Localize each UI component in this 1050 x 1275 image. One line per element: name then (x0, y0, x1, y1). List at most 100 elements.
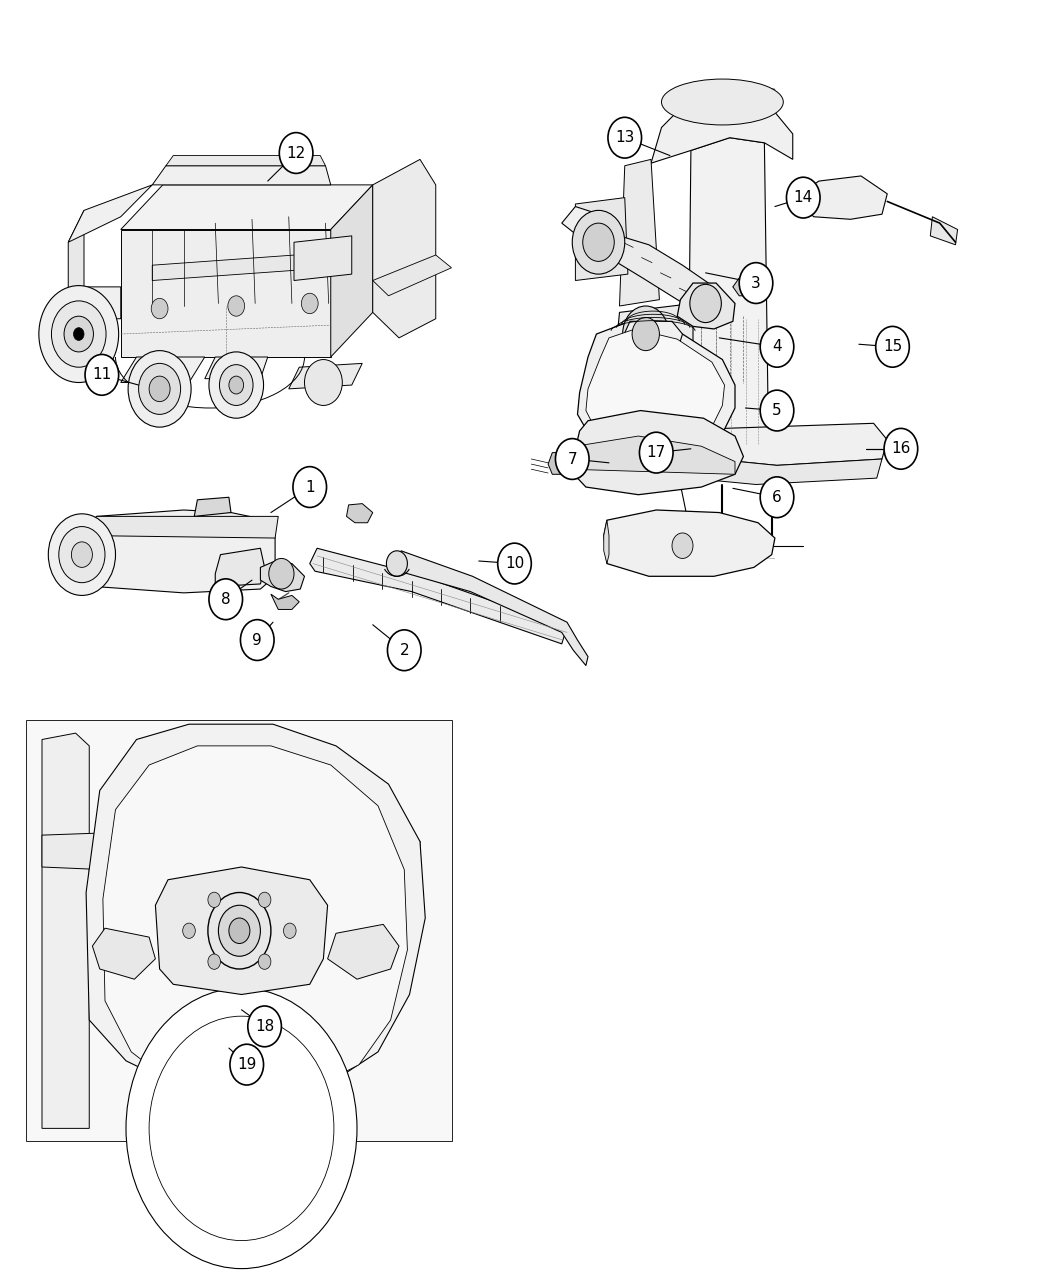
Polygon shape (68, 287, 121, 319)
Polygon shape (26, 720, 451, 1141)
Polygon shape (562, 207, 619, 245)
Text: 14: 14 (794, 190, 813, 205)
Polygon shape (79, 510, 275, 593)
Polygon shape (649, 453, 882, 484)
Text: 2: 2 (399, 643, 410, 658)
Circle shape (623, 306, 669, 362)
Circle shape (293, 467, 327, 507)
Text: 4: 4 (772, 339, 782, 354)
Circle shape (555, 439, 589, 479)
Polygon shape (260, 561, 304, 592)
Circle shape (572, 210, 625, 274)
Polygon shape (68, 185, 152, 242)
Polygon shape (86, 724, 425, 1099)
Circle shape (183, 923, 195, 938)
Polygon shape (567, 436, 735, 474)
Circle shape (126, 988, 357, 1269)
Circle shape (39, 286, 119, 382)
Circle shape (128, 351, 191, 427)
Circle shape (209, 352, 264, 418)
Polygon shape (121, 357, 205, 382)
Text: 8: 8 (220, 592, 231, 607)
Circle shape (208, 892, 220, 908)
Polygon shape (586, 329, 724, 446)
Text: 1: 1 (304, 479, 315, 495)
Polygon shape (651, 92, 793, 163)
Text: 19: 19 (237, 1057, 256, 1072)
Polygon shape (793, 176, 887, 219)
Polygon shape (328, 924, 399, 979)
Polygon shape (733, 278, 754, 296)
Polygon shape (103, 746, 407, 1099)
Circle shape (85, 354, 119, 395)
Polygon shape (604, 520, 609, 564)
Text: 17: 17 (647, 445, 666, 460)
Circle shape (48, 514, 116, 595)
Polygon shape (588, 230, 716, 316)
Circle shape (672, 533, 693, 558)
Text: 5: 5 (772, 403, 782, 418)
Polygon shape (21, 714, 462, 1148)
Circle shape (498, 543, 531, 584)
Circle shape (230, 1044, 264, 1085)
Text: 12: 12 (287, 145, 306, 161)
Circle shape (64, 316, 93, 352)
Polygon shape (331, 185, 373, 357)
Polygon shape (310, 548, 567, 644)
Polygon shape (604, 510, 775, 576)
Circle shape (876, 326, 909, 367)
Circle shape (139, 363, 181, 414)
Circle shape (151, 298, 168, 319)
Polygon shape (205, 357, 268, 379)
Polygon shape (614, 303, 693, 367)
Circle shape (387, 630, 421, 671)
Circle shape (786, 177, 820, 218)
Circle shape (71, 542, 92, 567)
Circle shape (304, 360, 342, 405)
Circle shape (51, 301, 106, 367)
Circle shape (208, 954, 220, 969)
Polygon shape (194, 497, 231, 516)
Ellipse shape (662, 79, 783, 125)
Circle shape (279, 133, 313, 173)
Polygon shape (373, 255, 452, 296)
Polygon shape (569, 411, 743, 495)
Text: 9: 9 (252, 632, 262, 648)
Polygon shape (215, 548, 265, 586)
Polygon shape (152, 166, 331, 185)
Circle shape (760, 477, 794, 518)
Circle shape (248, 1006, 281, 1047)
Polygon shape (649, 423, 887, 465)
Circle shape (632, 317, 659, 351)
Polygon shape (688, 138, 769, 449)
Polygon shape (578, 321, 735, 453)
Polygon shape (677, 283, 735, 329)
Circle shape (269, 558, 294, 589)
Text: 11: 11 (92, 367, 111, 382)
Circle shape (229, 376, 244, 394)
Circle shape (208, 892, 271, 969)
Circle shape (386, 551, 407, 576)
Circle shape (240, 620, 274, 660)
Polygon shape (68, 210, 84, 319)
Circle shape (739, 263, 773, 303)
Circle shape (608, 117, 642, 158)
Polygon shape (930, 217, 958, 245)
Polygon shape (92, 928, 155, 979)
Circle shape (219, 365, 253, 405)
Text: 13: 13 (615, 130, 634, 145)
Polygon shape (620, 321, 682, 357)
Polygon shape (166, 156, 326, 166)
Circle shape (218, 905, 260, 956)
Polygon shape (152, 252, 331, 280)
Polygon shape (121, 230, 331, 357)
Circle shape (74, 328, 84, 340)
Text: 15: 15 (883, 339, 902, 354)
Circle shape (884, 428, 918, 469)
Polygon shape (42, 822, 420, 882)
Circle shape (760, 326, 794, 367)
Text: 16: 16 (891, 441, 910, 456)
Text: 7: 7 (567, 451, 578, 467)
Circle shape (284, 923, 296, 938)
Circle shape (301, 293, 318, 314)
